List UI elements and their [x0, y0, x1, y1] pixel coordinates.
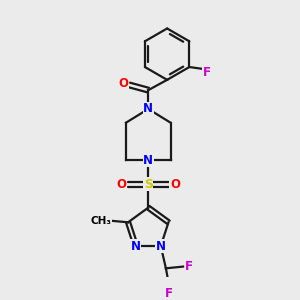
Text: O: O: [170, 178, 180, 191]
Text: N: N: [143, 103, 153, 116]
Text: F: F: [185, 260, 193, 273]
Text: N: N: [156, 239, 166, 253]
Text: N: N: [143, 154, 153, 167]
Text: N: N: [131, 239, 141, 253]
Text: CH₃: CH₃: [90, 216, 111, 226]
Text: O: O: [117, 178, 127, 191]
Text: S: S: [144, 178, 153, 191]
Text: O: O: [118, 77, 128, 90]
Text: F: F: [165, 287, 173, 300]
Text: F: F: [202, 66, 211, 79]
